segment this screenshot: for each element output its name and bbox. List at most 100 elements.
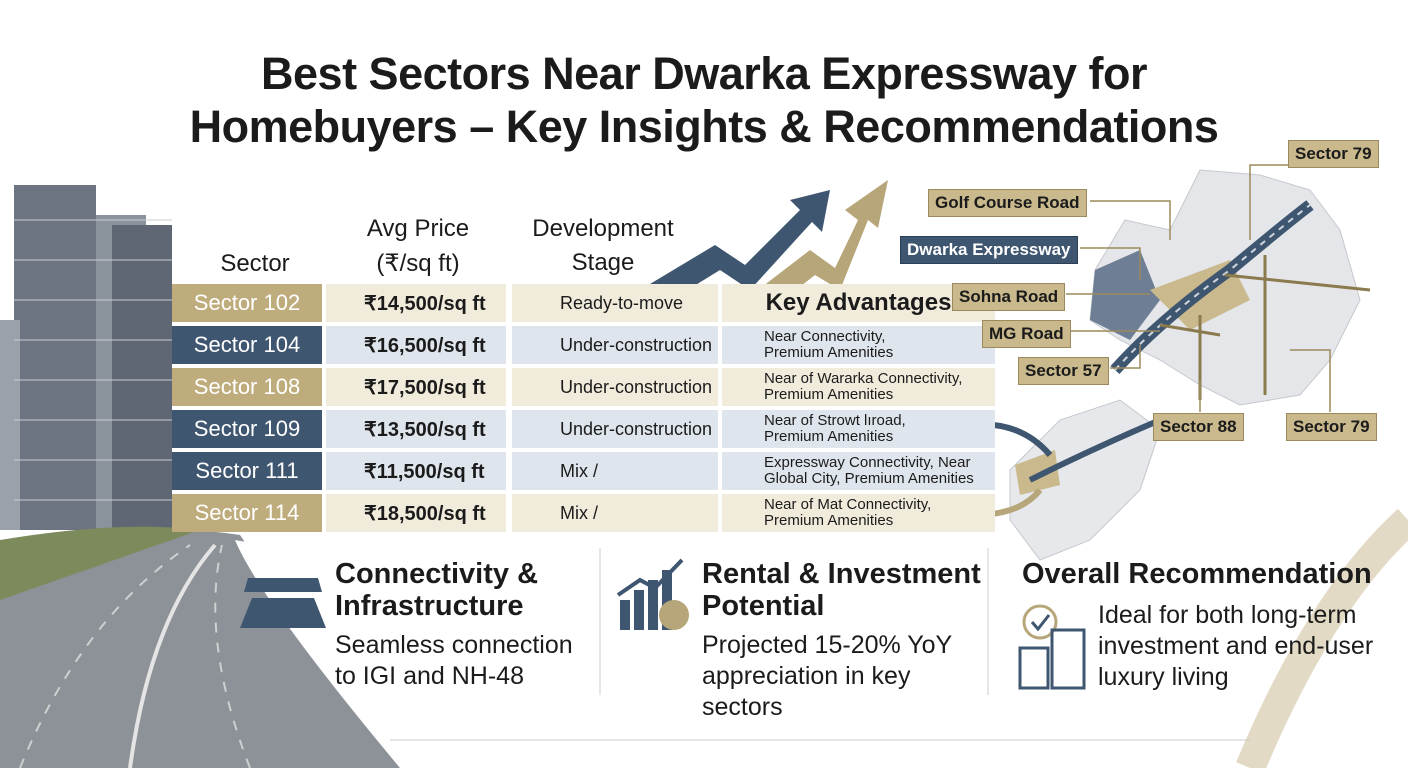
sector-cell — [172, 410, 322, 448]
map-label: Sector 79 — [1288, 140, 1379, 168]
price-cell — [326, 494, 506, 532]
stage-cell — [512, 368, 718, 406]
price: ₹13,500/sq ft — [364, 418, 486, 441]
price: ₹11,500/sq ft — [364, 460, 485, 483]
sector-name: Sector 114 — [194, 500, 300, 525]
advantages: Near of Strowt lıroad, Premium Amenities — [722, 410, 995, 448]
advantage-line: Global City, Premium Amenities — [764, 470, 974, 487]
advantage-line: Near of Strowt lıroad, — [764, 412, 906, 429]
map-label: MG Road — [982, 320, 1071, 348]
stage: Under-construction — [560, 418, 713, 439]
expressway — [1028, 417, 1162, 483]
tower — [0, 320, 20, 530]
column-header: Stage — [571, 249, 635, 276]
stage: Mix / — [560, 460, 598, 481]
map-label: Sector 57 — [1018, 357, 1109, 385]
sector-cell — [172, 368, 322, 406]
leader-lines — [1066, 164, 1331, 412]
price-cell — [326, 452, 506, 490]
map-label: Sector 79 — [1286, 413, 1377, 441]
panel-text: Projected 15-20% YoY appreciation in key… — [702, 631, 952, 721]
column-header: Sector — [220, 250, 290, 277]
price: ₹17,500/sq ft — [364, 376, 486, 399]
price-cell — [326, 410, 506, 448]
advantage-line: Premium Amenities — [764, 386, 894, 403]
price: ₹14,500/sq ft — [364, 292, 486, 315]
map-zone — [1015, 450, 1060, 495]
sector-name: Sector 102 — [193, 290, 301, 315]
lane — [214, 544, 251, 768]
price-cell — [326, 326, 506, 364]
advantage-line: Premium Amenities — [764, 428, 894, 445]
road-icon — [240, 578, 326, 628]
stage-cell — [512, 284, 718, 322]
lane — [128, 543, 217, 768]
price-cell — [326, 368, 506, 406]
panel-text: Ideal for both long-term investment and … — [1098, 601, 1374, 691]
advantage-line: Premium Amenities — [764, 512, 894, 529]
column-header: Key Advantages — [765, 289, 952, 316]
sector-name: Sector 111 — [195, 458, 299, 483]
title: Best Sectors Near Dwarka Expressway for — [261, 48, 1147, 99]
sector-cell — [172, 494, 322, 532]
backdrop — [235, 540, 1408, 768]
map-label: Golf Course Road — [928, 189, 1087, 217]
stage: Ready-to-move — [560, 292, 684, 313]
stage-cell — [512, 452, 718, 490]
panel-text: Seamless connection to IGI and NH-48 — [335, 631, 573, 690]
trees — [0, 526, 200, 600]
column-header: (₹/sq ft) — [376, 250, 460, 277]
stage-cell — [512, 494, 718, 532]
column-header: Avg Price — [366, 215, 470, 242]
price: ₹16,500/sq ft — [364, 334, 486, 357]
advantage-cell — [722, 368, 995, 406]
map-label: Sohna Road — [952, 283, 1066, 311]
lane — [19, 544, 191, 768]
panel-heading: Rental & Investment Potential — [702, 558, 981, 622]
sector-cell — [172, 284, 322, 322]
advantage-line: Near of Wararka Connectivity, — [764, 370, 963, 387]
panel-heading: Connectivity & Infrastructure — [335, 558, 539, 622]
sector-name: Sector 108 — [193, 374, 301, 399]
advantage-cell — [722, 326, 995, 364]
tower — [112, 225, 172, 530]
chart-icon — [616, 558, 689, 630]
stage: Mix / — [560, 502, 598, 523]
price-cell — [326, 284, 506, 322]
advantage-line: Near of Mat Connectivity, — [764, 496, 932, 513]
sector-name: Sector 104 — [193, 332, 301, 357]
map-inset — [1009, 399, 1161, 561]
windows — [14, 219, 172, 501]
expressway-lane — [1114, 204, 1311, 371]
stage: Under-construction — [560, 376, 713, 397]
advantage-line: Near Connectivity, — [764, 328, 886, 345]
trend-arrow — [640, 190, 830, 310]
column-header: Development — [532, 215, 674, 242]
advantage-line: Expressway Connectivity, Near — [764, 454, 971, 471]
stage: Under-construction — [560, 334, 713, 355]
advantage-cell — [722, 410, 995, 448]
advantage-cell — [722, 494, 995, 532]
advantage-cell — [722, 452, 995, 490]
advantage-line: Premium Amenities — [764, 344, 894, 361]
road-decor — [1236, 508, 1408, 768]
highway — [0, 530, 400, 768]
stage-cell — [512, 410, 718, 448]
table-background — [172, 284, 995, 532]
map-label: Sector 88 — [1153, 413, 1244, 441]
advantages: Near Connectivity, Premium Amenities — [722, 326, 995, 364]
advantages: Near of Mat Connectivity, Premium Ameniti… — [722, 494, 995, 532]
price: ₹18,500/sq ft — [364, 502, 486, 525]
trend-arrow — [745, 180, 888, 318]
title: Homebuyers – Key Insights & Recommendati… — [189, 101, 1219, 152]
advantages: Near of Wararka Connectivity, Premium Ame… — [722, 368, 995, 406]
cranes — [1159, 255, 1371, 400]
sector-cell — [172, 452, 322, 490]
sector-name: Sector 109 — [193, 416, 301, 441]
stage-cell — [512, 326, 718, 364]
map-label: Dwarka Expressway — [900, 236, 1078, 264]
map-zone — [1090, 250, 1160, 340]
